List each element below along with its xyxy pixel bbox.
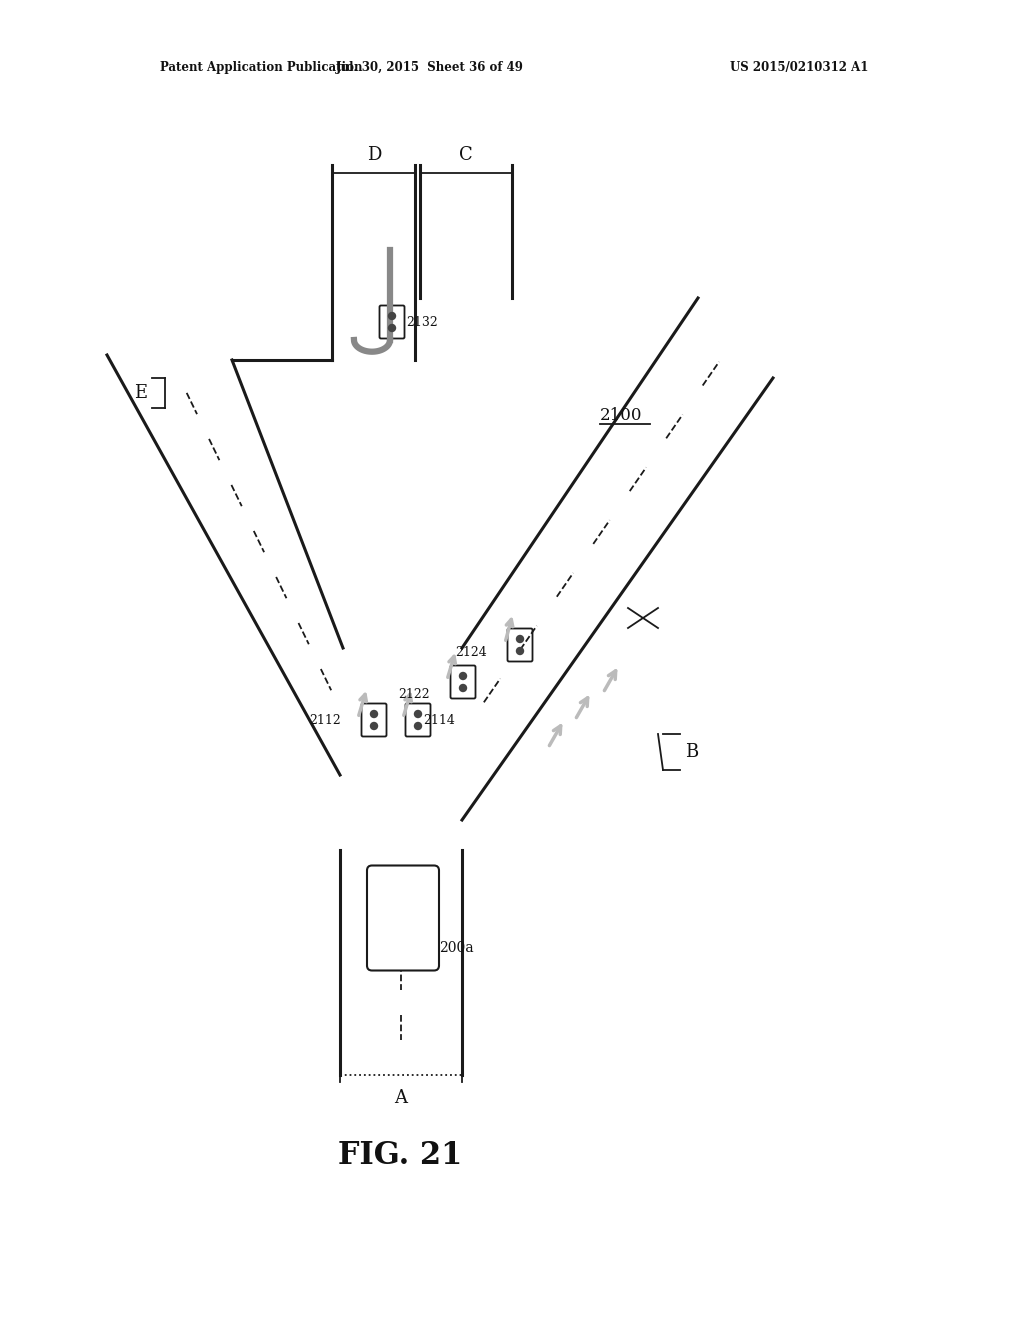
Text: FIG. 21: FIG. 21 — [338, 1139, 462, 1171]
Text: C: C — [459, 147, 473, 164]
Text: 2122: 2122 — [398, 688, 430, 701]
Circle shape — [516, 635, 523, 643]
Circle shape — [388, 313, 395, 319]
FancyBboxPatch shape — [380, 305, 404, 338]
Text: 2100: 2100 — [600, 407, 642, 424]
Text: 2124: 2124 — [455, 647, 486, 660]
Text: E: E — [134, 384, 147, 403]
Text: B: B — [685, 743, 698, 762]
Circle shape — [415, 722, 422, 730]
Text: 2114: 2114 — [423, 714, 455, 726]
Text: 2112: 2112 — [309, 714, 341, 726]
Circle shape — [371, 710, 378, 718]
Circle shape — [516, 648, 523, 655]
Circle shape — [460, 672, 467, 680]
Text: D: D — [367, 147, 381, 164]
FancyBboxPatch shape — [361, 704, 386, 737]
FancyBboxPatch shape — [367, 866, 439, 970]
Text: US 2015/0210312 A1: US 2015/0210312 A1 — [730, 62, 868, 74]
Text: 200a: 200a — [439, 941, 474, 954]
Circle shape — [460, 685, 467, 692]
Text: A: A — [394, 1089, 408, 1107]
Text: 2132: 2132 — [406, 315, 437, 329]
FancyBboxPatch shape — [508, 628, 532, 661]
Circle shape — [388, 325, 395, 331]
Circle shape — [371, 722, 378, 730]
Text: Jul. 30, 2015  Sheet 36 of 49: Jul. 30, 2015 Sheet 36 of 49 — [336, 62, 524, 74]
Circle shape — [415, 710, 422, 718]
FancyBboxPatch shape — [406, 704, 430, 737]
FancyBboxPatch shape — [451, 665, 475, 698]
Text: Patent Application Publication: Patent Application Publication — [160, 62, 362, 74]
